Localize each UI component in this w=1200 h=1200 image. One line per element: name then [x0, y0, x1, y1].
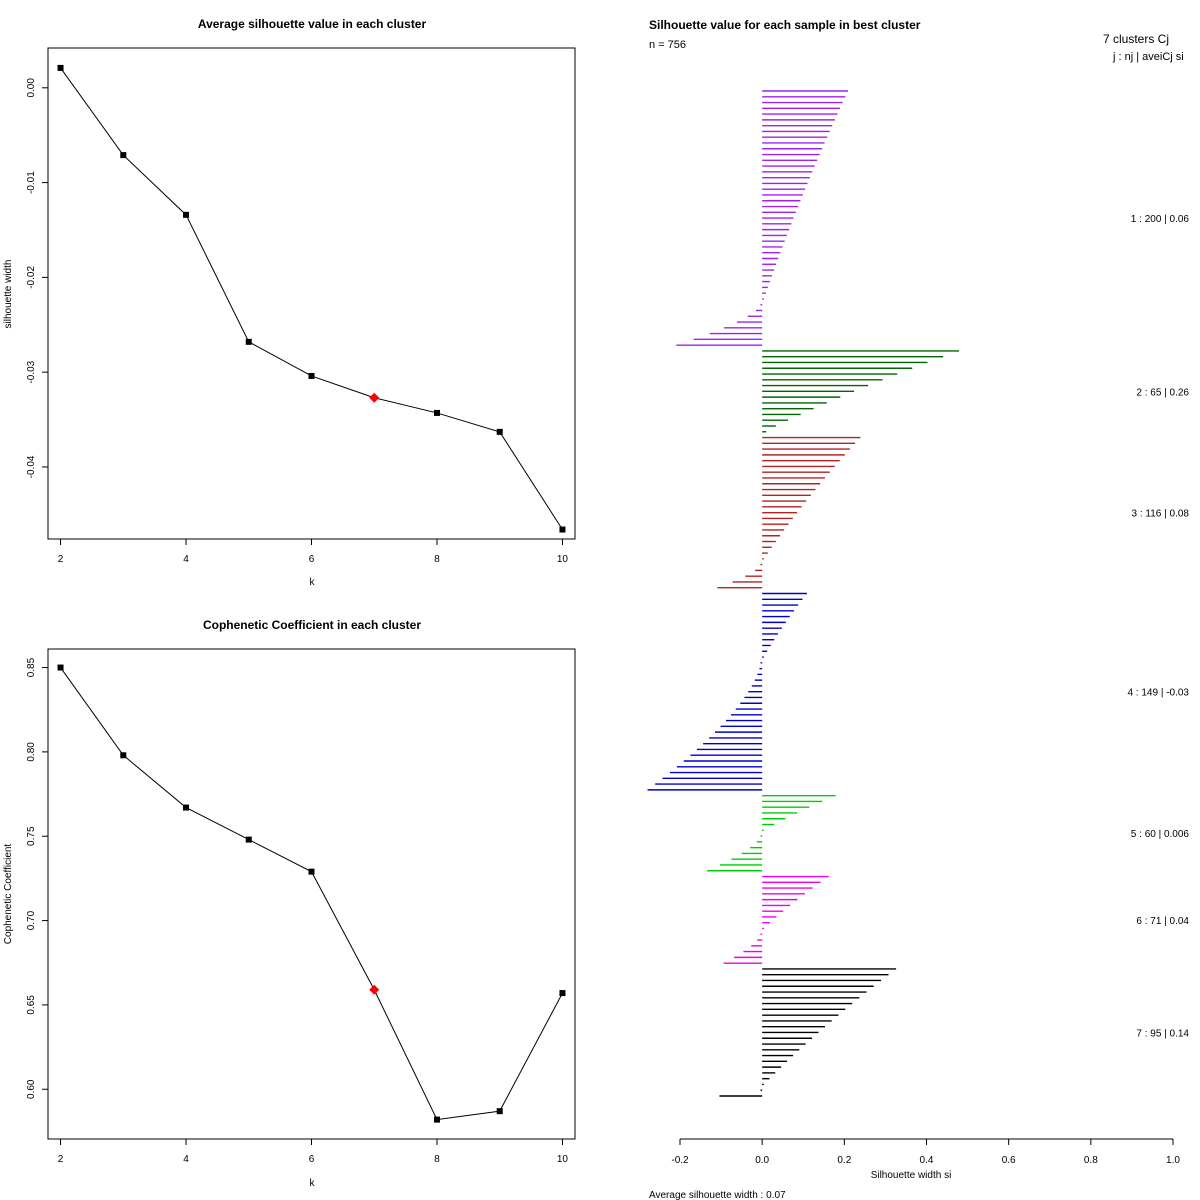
- silhouette-avg-title: Average silhouette value in each cluster: [198, 17, 427, 31]
- cophenetic-point: [559, 990, 566, 997]
- silhouette-xtick-label: 0.4: [920, 1155, 934, 1166]
- cophenetic-highlight-point: [369, 984, 380, 995]
- cophenetic-point: [433, 1116, 440, 1123]
- silhouette-avg-point: [308, 372, 315, 379]
- cluster-label-5: 5 : 60 | 0.006: [1131, 829, 1190, 840]
- silhouette-xtick-label: 0.0: [755, 1155, 769, 1166]
- silhouette-avg-point: [496, 428, 503, 435]
- cophenetic-ytick-label: 0.70: [26, 910, 37, 930]
- silhouette-avg-xtick-label: 2: [58, 554, 64, 565]
- cophenetic-ytick-label: 0.65: [26, 995, 37, 1015]
- silhouette-avg-point: [57, 64, 64, 71]
- silhouette-avg-ytick-label: -0.01: [26, 171, 37, 194]
- silhouette-avg-xtick-label: 8: [434, 554, 440, 565]
- sample-count-label: n = 756: [649, 39, 686, 51]
- silhouette-avg-ytick-label: -0.02: [26, 266, 37, 289]
- silhouette-xtick-label: 0.6: [1002, 1155, 1016, 1166]
- silhouette-avg-point: [433, 409, 440, 416]
- cophenetic-xlabel: k: [310, 1178, 316, 1189]
- cophenetic-point: [496, 1108, 503, 1115]
- silhouette-xtick-label: 1.0: [1166, 1155, 1180, 1166]
- cluster-label-1: 1 : 200 | 0.06: [1131, 214, 1190, 225]
- silhouette-avg-xtick-label: 4: [183, 554, 189, 565]
- average-silhouette-footer: Average silhouette width : 0.07: [649, 1190, 786, 1200]
- cophenetic-xtick-label: 10: [557, 1154, 569, 1165]
- cophenetic-ylabel: Cophenetic Coefficient: [3, 844, 14, 945]
- silhouette-avg-point: [120, 152, 127, 159]
- cophenetic-point: [183, 804, 190, 811]
- cophenetic-xtick-label: 4: [183, 1154, 189, 1165]
- silhouette-avg-ytick-label: -0.04: [26, 455, 37, 478]
- cluster-label-2: 2 : 65 | 0.26: [1136, 387, 1189, 398]
- silhouette-avg-ytick-label: 0.00: [26, 78, 37, 98]
- silhouette-xtick-label: 0.2: [837, 1155, 851, 1166]
- cophenetic-ytick-label: 0.80: [26, 742, 37, 762]
- cophenetic-title: Cophenetic Coefficient in each cluster: [203, 618, 421, 632]
- silhouette-avg-panel: Average silhouette value in each cluster…: [3, 17, 576, 588]
- cluster-label-6: 6 : 71 | 0.04: [1136, 916, 1189, 927]
- cophenetic-point: [245, 836, 252, 843]
- cluster-column-header: j : nj | aveiCj si: [1112, 51, 1184, 63]
- silhouette-avg-point: [183, 211, 190, 218]
- cophenetic-ytick-label: 0.60: [26, 1079, 37, 1099]
- cophenetic-panel: Cophenetic Coefficient in each cluster k…: [3, 618, 576, 1189]
- silhouette-samples-panel: Silhouette value for each sample in best…: [647, 18, 1190, 1200]
- silhouette-xlabel: Silhouette width si: [871, 1170, 952, 1181]
- cophenetic-point: [57, 664, 64, 671]
- silhouette-avg-ylabel: silhouette width: [3, 260, 14, 329]
- silhouette-avg-point: [559, 526, 566, 533]
- silhouette-avg-point: [245, 338, 252, 345]
- silhouette-avg-xlabel: k: [310, 577, 316, 588]
- silhouette-avg-xtick-label: 10: [557, 554, 569, 565]
- cophenetic-ytick-label: 0.75: [26, 826, 37, 846]
- silhouette-xtick-label: 0.8: [1084, 1155, 1098, 1166]
- silhouette-samples-title: Silhouette value for each sample in best…: [649, 18, 921, 32]
- cophenetic-point: [120, 752, 127, 759]
- cophenetic-point: [308, 868, 315, 875]
- cophenetic-ytick-label: 0.85: [26, 657, 37, 677]
- cluster-count-header: 7 clusters Cj: [1103, 32, 1169, 46]
- cophenetic-xtick-label: 6: [309, 1154, 315, 1165]
- cluster-label-3: 3 : 116 | 0.08: [1132, 509, 1190, 520]
- cophenetic-xtick-label: 2: [58, 1154, 64, 1165]
- silhouette-avg-highlight-point: [369, 392, 380, 403]
- silhouette-avg-xtick-label: 6: [309, 554, 315, 565]
- silhouette-xtick-label: -0.2: [671, 1155, 689, 1166]
- silhouette-avg-ytick-label: -0.03: [26, 360, 37, 383]
- cluster-label-4: 4 : 149 | -0.03: [1127, 688, 1189, 699]
- cophenetic-xtick-label: 8: [434, 1154, 440, 1165]
- cluster-label-7: 7 : 95 | 0.14: [1136, 1028, 1189, 1039]
